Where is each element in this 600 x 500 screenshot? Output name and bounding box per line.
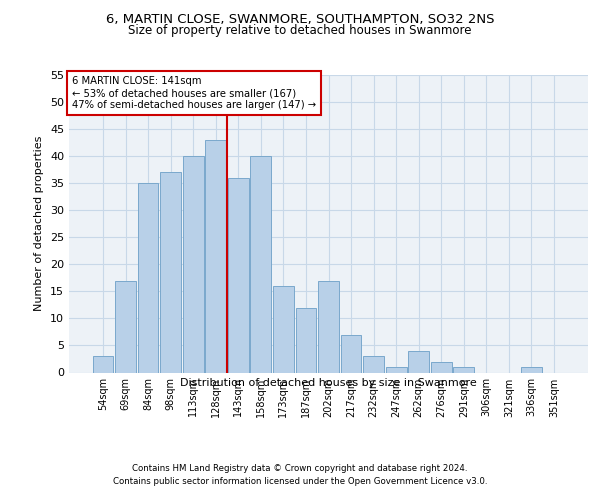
Bar (137, 183, 158, 372)
Bar (409, 351, 429, 372)
Bar (454, 367, 474, 372)
Bar (273, 286, 294, 372)
Bar (250, 156, 271, 372)
Bar (521, 367, 542, 372)
Bar (296, 308, 316, 372)
Y-axis label: Number of detached properties: Number of detached properties (34, 136, 44, 312)
Bar (183, 156, 203, 372)
Text: Contains public sector information licensed under the Open Government Licence v3: Contains public sector information licen… (113, 478, 487, 486)
Text: 6 MARTIN CLOSE: 141sqm
← 53% of detached houses are smaller (167)
47% of semi-de: 6 MARTIN CLOSE: 141sqm ← 53% of detached… (71, 76, 316, 110)
Bar (318, 280, 339, 372)
Text: Size of property relative to detached houses in Swanmore: Size of property relative to detached ho… (128, 24, 472, 37)
Bar (386, 367, 407, 372)
Text: Distribution of detached houses by size in Swanmore: Distribution of detached houses by size … (181, 378, 477, 388)
Bar (431, 362, 452, 372)
Bar (363, 356, 384, 372)
Bar (160, 172, 181, 372)
Bar (115, 280, 136, 372)
Bar (205, 140, 226, 372)
Bar (228, 178, 248, 372)
Bar (341, 334, 361, 372)
Text: 6, MARTIN CLOSE, SWANMORE, SOUTHAMPTON, SO32 2NS: 6, MARTIN CLOSE, SWANMORE, SOUTHAMPTON, … (106, 12, 494, 26)
Text: Contains HM Land Registry data © Crown copyright and database right 2024.: Contains HM Land Registry data © Crown c… (132, 464, 468, 473)
Bar (92, 356, 113, 372)
